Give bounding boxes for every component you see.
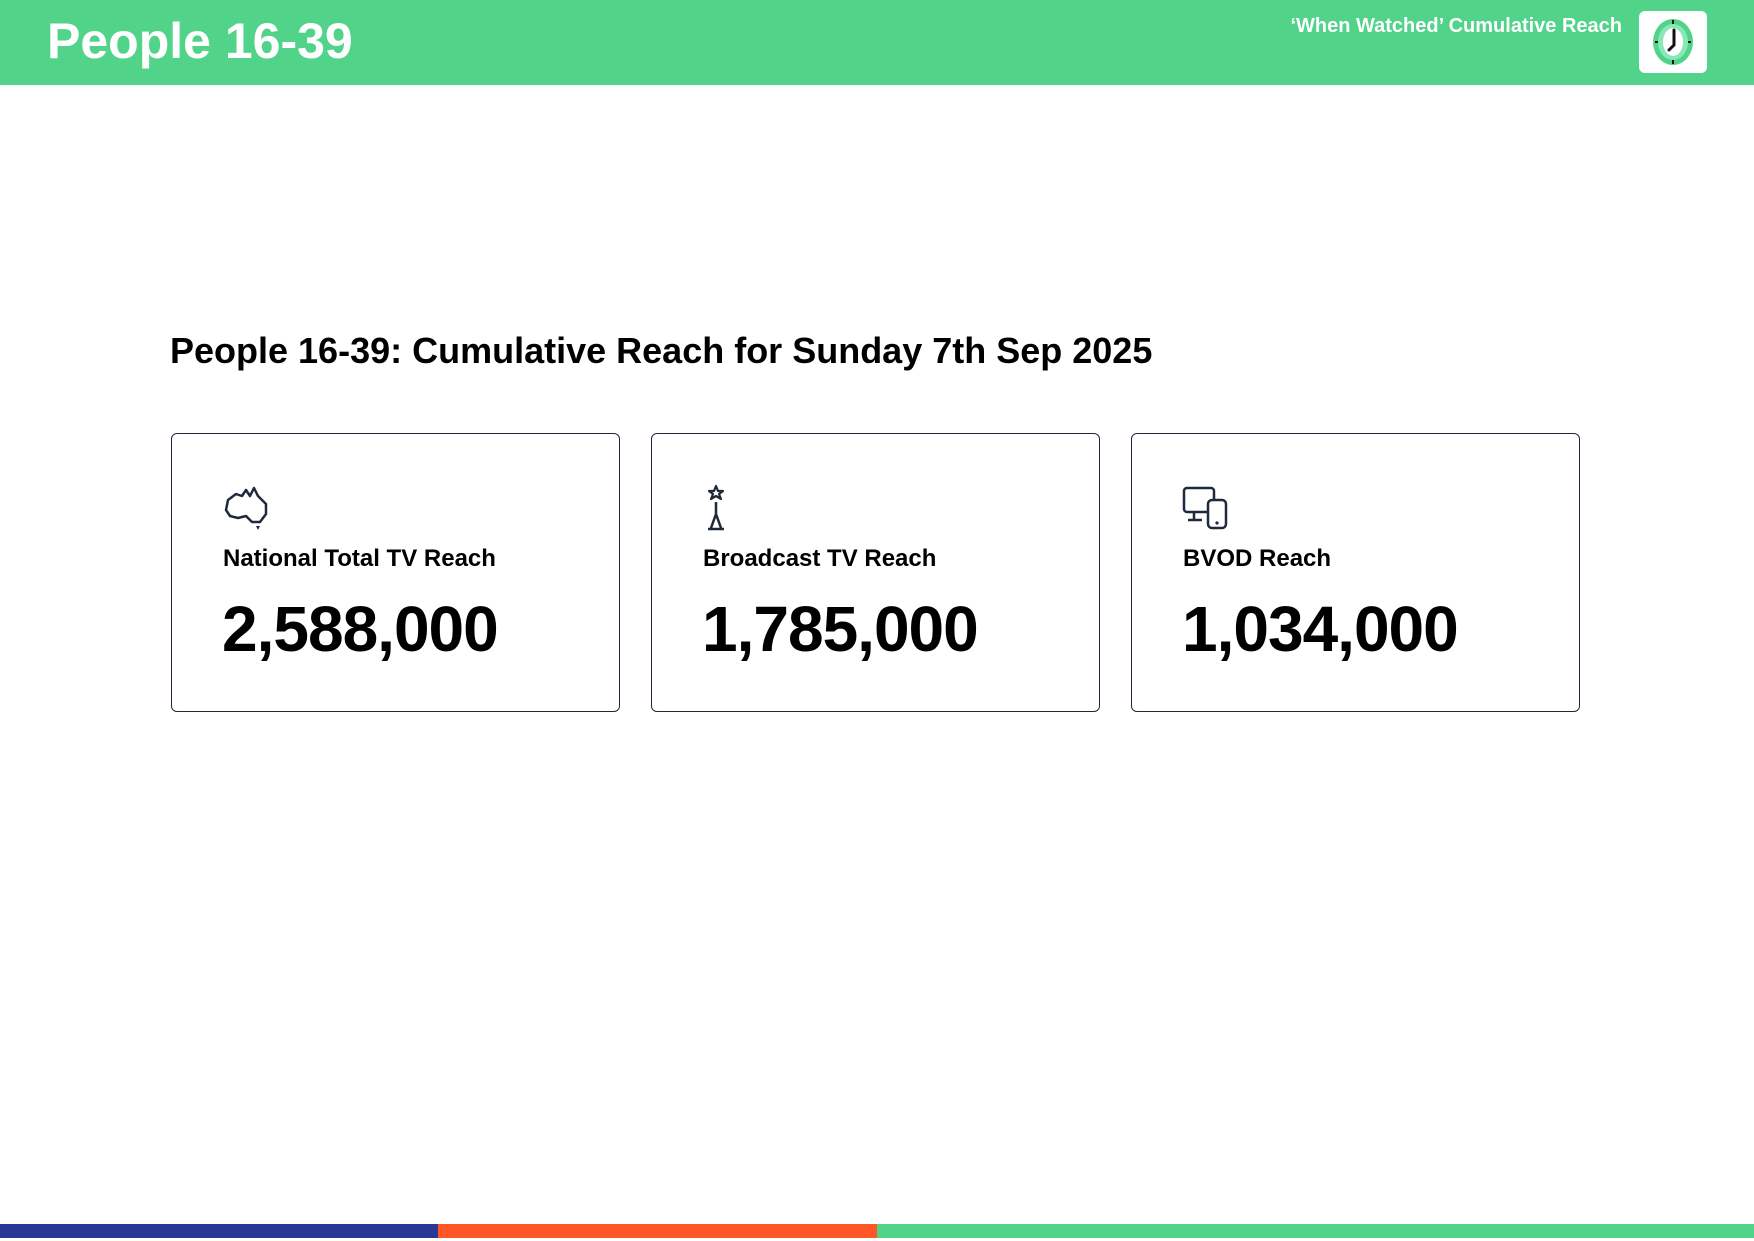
devices-icon — [1182, 486, 1228, 530]
footer-bar-navy — [0, 1224, 438, 1238]
card-value: 1,785,000 — [702, 593, 979, 665]
card-label: Broadcast TV Reach — [703, 545, 937, 572]
national-total-tv-reach-card: National Total TV Reach 2,588,000 — [171, 433, 620, 712]
broadcast-tv-reach-card: Broadcast TV Reach 1,785,000 — [651, 433, 1100, 712]
footer-bar-green — [877, 1224, 1754, 1238]
card-value: 1,034,000 — [1182, 593, 1459, 665]
card-label: National Total TV Reach — [223, 545, 496, 572]
bvod-reach-card: BVOD Reach 1,034,000 — [1131, 433, 1580, 712]
clock-icon — [1639, 11, 1707, 73]
header-bar: People 16-39 ‘When Watched’ Cumulative R… — [0, 0, 1754, 85]
page-heading: People 16-39: Cumulative Reach for Sunda… — [170, 330, 1153, 371]
footer-bar-orange — [438, 1224, 877, 1238]
australia-map-icon — [224, 486, 268, 530]
card-label: BVOD Reach — [1183, 545, 1332, 572]
header-subtitle: ‘When Watched’ Cumulative Reach — [1290, 15, 1622, 37]
broadcast-tower-icon — [707, 484, 725, 531]
header-title: People 16-39 — [47, 13, 353, 69]
card-value: 2,588,000 — [222, 593, 499, 665]
